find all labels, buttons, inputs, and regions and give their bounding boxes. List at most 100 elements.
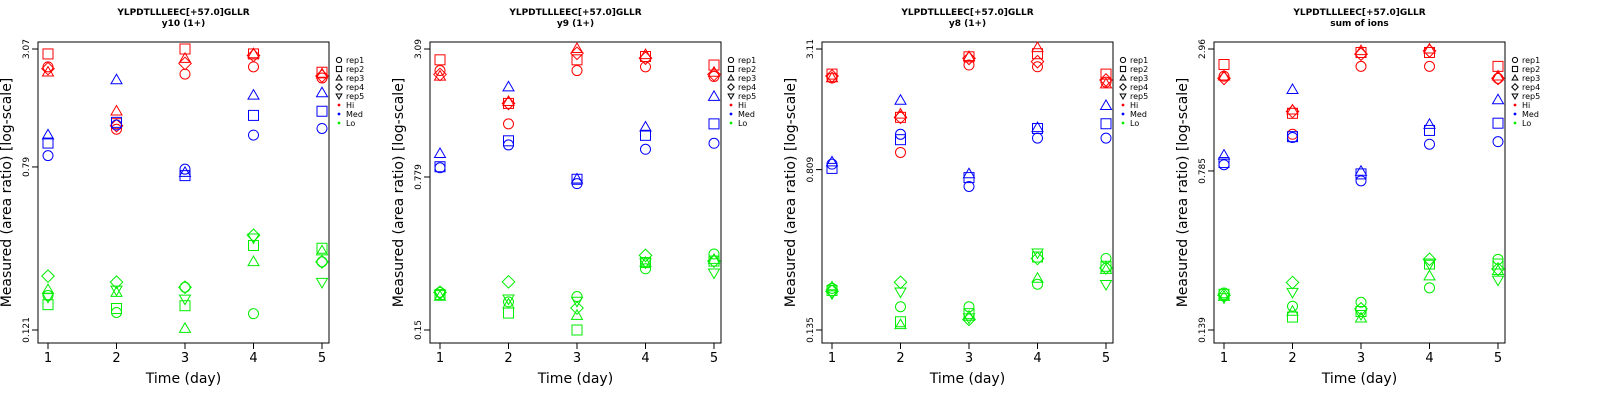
plot-frame <box>1213 41 1506 344</box>
legend-label: Lo <box>346 119 355 128</box>
data-point-lo-rep1 <box>708 248 720 260</box>
data-point-med-rep2 <box>248 109 259 121</box>
data-point-lo-rep2 <box>1492 258 1504 270</box>
data-point-lo-rep5 <box>315 277 329 289</box>
data-point-hi-rep1 <box>111 123 122 135</box>
chart-subtitle: y10 (1+) <box>162 19 206 29</box>
data-point-med-rep1 <box>640 143 651 155</box>
data-point-lo-rep2 <box>1032 251 1043 263</box>
data-point-lo-rep2 <box>895 316 906 328</box>
chart-subtitle: sum of ions <box>1330 19 1389 29</box>
x-tick-label: 3 <box>181 351 189 366</box>
data-point-med-rep1 <box>1424 138 1435 150</box>
legend-marker-rep4 <box>1119 83 1127 91</box>
data-point-lo-rep2 <box>42 299 54 311</box>
data-point-hi-rep1 <box>179 68 191 80</box>
data-point-hi-rep3 <box>502 95 515 107</box>
data-point-med-rep3 <box>1031 121 1044 133</box>
data-point-lo-rep3 <box>1491 263 1505 275</box>
data-point-lo-rep4 <box>962 312 976 327</box>
legend-marker-rep2 <box>727 65 735 73</box>
data-point-lo-rep3 <box>247 255 260 267</box>
legend-label: Lo <box>1522 119 1531 128</box>
data-point-med-rep2 <box>503 135 514 147</box>
data-point-hi-rep4 <box>962 51 976 66</box>
data-point-lo-rep4 <box>315 254 329 269</box>
data-point-med-rep2 <box>316 105 328 117</box>
data-point-hi-rep4 <box>109 118 124 133</box>
data-point-hi-rep4 <box>315 69 329 83</box>
y-tick-label: 2.96 <box>1198 39 1208 59</box>
chart-subtitle: y9 (1+) <box>557 19 594 29</box>
data-point-hi-rep2 <box>42 48 54 60</box>
data-point-med-rep1 <box>1100 132 1112 144</box>
legend-label: rep3 <box>1130 74 1148 83</box>
data-point-med-rep1 <box>248 129 259 141</box>
data-point-lo-rep1 <box>42 289 54 301</box>
x-tick-label: 1 <box>1220 351 1228 366</box>
data-point-lo-rep1 <box>503 296 514 308</box>
y-tick-label: 0.79 <box>22 157 32 177</box>
data-point-med-rep2 <box>708 118 720 130</box>
data-point-med-rep3 <box>825 155 839 167</box>
data-point-med-rep3 <box>894 93 907 105</box>
x-tick-label: 5 <box>318 351 326 366</box>
y-tick-label: 0.135 <box>806 317 816 343</box>
data-point-med-rep3 <box>1286 82 1299 94</box>
y-tick-label: 0.785 <box>1198 158 1208 184</box>
data-point-hi-rep4 <box>1491 71 1505 86</box>
data-point-hi-rep1 <box>640 61 651 73</box>
data-point-med-rep2 <box>1492 117 1504 129</box>
y-axis-label: Measured (area ratio) [log-scale] <box>391 78 407 308</box>
data-point-med-rep2 <box>826 162 838 174</box>
data-point-lo-rep4 <box>178 280 192 295</box>
x-axis-label: Time (day) <box>145 371 221 387</box>
data-point-hi-rep1 <box>1424 60 1435 72</box>
data-point-hi-rep2 <box>1355 46 1367 58</box>
data-point-hi-rep3 <box>1423 42 1436 54</box>
legend-marker-rep5 <box>1119 93 1127 100</box>
legend-dot-med <box>337 112 341 116</box>
data-point-lo-rep5 <box>570 296 584 308</box>
legend-marker-rep4 <box>1511 83 1519 91</box>
data-point-hi-rep2 <box>503 97 514 109</box>
data-point-med-rep3 <box>247 88 260 100</box>
data-point-lo-rep5 <box>41 292 55 304</box>
data-point-lo-rep4 <box>246 228 261 243</box>
legend-label: rep1 <box>346 56 364 65</box>
legend-label: Hi <box>1522 101 1530 110</box>
data-point-lo-rep5 <box>1354 309 1368 321</box>
chart-subtitle: y8 (1+) <box>949 19 986 29</box>
data-point-lo-rep2 <box>248 239 259 251</box>
legend-marker-rep2 <box>335 65 343 73</box>
data-point-lo-rep1 <box>1287 300 1298 312</box>
data-point-med-rep1 <box>963 181 975 193</box>
data-point-hi-rep2 <box>571 54 583 66</box>
data-point-hi-rep4 <box>433 67 447 82</box>
data-point-lo-rep3 <box>894 318 907 330</box>
data-point-med-rep1 <box>1492 136 1504 148</box>
data-point-lo-rep5 <box>825 289 839 301</box>
data-point-lo-rep5 <box>1423 259 1436 271</box>
data-point-lo-rep2 <box>179 300 191 312</box>
data-point-lo-rep1 <box>895 301 906 313</box>
data-point-lo-rep5 <box>1099 279 1113 291</box>
data-point-hi-rep1 <box>434 65 446 77</box>
legend-label: Hi <box>1130 101 1138 110</box>
legend-marker-rep3 <box>335 74 343 81</box>
data-point-lo-rep3 <box>1031 271 1044 283</box>
chart-title: YLPDTLLLEEC[+57.0]GLLR <box>1292 8 1425 18</box>
legend-label: Med <box>1522 110 1539 119</box>
data-point-lo-rep4 <box>893 275 908 290</box>
data-point-lo-rep5 <box>178 294 192 306</box>
data-point-med-rep3 <box>1217 148 1231 160</box>
x-tick-label: 1 <box>828 351 836 366</box>
data-point-med-rep1 <box>826 158 838 170</box>
data-point-med-rep1 <box>316 122 328 134</box>
x-tick-label: 2 <box>504 351 512 366</box>
data-point-lo-rep3 <box>1217 289 1231 301</box>
legend-label: Med <box>1130 110 1147 119</box>
